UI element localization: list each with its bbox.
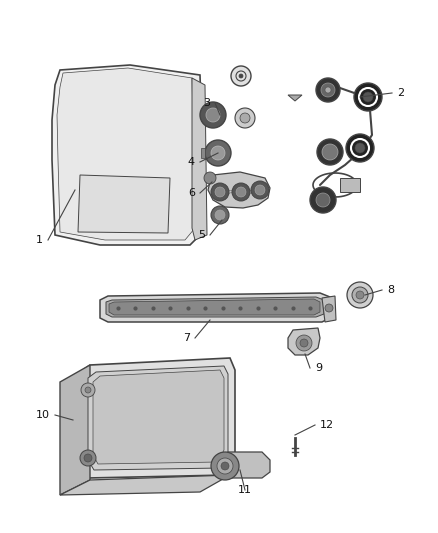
Circle shape [211, 146, 225, 160]
Circle shape [80, 450, 96, 466]
Polygon shape [93, 370, 224, 464]
Circle shape [325, 304, 333, 312]
Text: 7: 7 [183, 333, 190, 343]
Polygon shape [340, 178, 360, 192]
Circle shape [296, 335, 312, 351]
Polygon shape [192, 78, 207, 240]
Circle shape [206, 108, 220, 122]
Circle shape [232, 183, 250, 201]
Text: 3: 3 [203, 98, 210, 108]
Circle shape [81, 383, 95, 397]
Polygon shape [52, 65, 205, 245]
Circle shape [211, 452, 239, 480]
Text: 12: 12 [320, 420, 334, 430]
Circle shape [231, 66, 251, 86]
Circle shape [255, 185, 265, 195]
Circle shape [251, 181, 269, 199]
Circle shape [352, 287, 368, 303]
Polygon shape [288, 95, 302, 101]
Polygon shape [208, 172, 270, 208]
Polygon shape [106, 297, 324, 317]
Circle shape [221, 462, 229, 470]
Circle shape [300, 339, 308, 347]
Text: 8: 8 [387, 285, 394, 295]
Polygon shape [80, 358, 235, 478]
Circle shape [85, 387, 91, 393]
Circle shape [211, 183, 229, 201]
Circle shape [363, 92, 373, 102]
Circle shape [217, 458, 233, 474]
Polygon shape [88, 366, 228, 470]
Circle shape [322, 144, 338, 160]
Circle shape [204, 172, 216, 184]
Polygon shape [78, 175, 170, 233]
Text: 1: 1 [36, 235, 43, 245]
Polygon shape [60, 365, 90, 495]
Polygon shape [57, 68, 195, 240]
Circle shape [200, 102, 226, 128]
Circle shape [211, 206, 229, 224]
Circle shape [316, 193, 330, 207]
Text: 5: 5 [198, 230, 205, 240]
Polygon shape [201, 148, 205, 158]
Circle shape [317, 139, 343, 165]
Circle shape [316, 78, 340, 102]
Circle shape [325, 87, 331, 93]
Polygon shape [220, 452, 270, 478]
Circle shape [346, 134, 374, 162]
Circle shape [310, 187, 336, 213]
Circle shape [347, 282, 373, 308]
Text: 2: 2 [397, 88, 404, 98]
Circle shape [239, 74, 243, 78]
Circle shape [354, 83, 382, 111]
Polygon shape [288, 328, 320, 355]
Text: 10: 10 [36, 410, 50, 420]
Circle shape [321, 83, 335, 97]
Text: 9: 9 [315, 363, 322, 373]
Circle shape [356, 291, 364, 299]
Circle shape [205, 140, 231, 166]
Text: 6: 6 [188, 188, 195, 198]
Circle shape [355, 143, 365, 153]
Polygon shape [322, 296, 336, 322]
Text: 4: 4 [188, 157, 195, 167]
Polygon shape [109, 299, 320, 315]
Polygon shape [60, 475, 230, 495]
Polygon shape [100, 293, 330, 322]
Circle shape [240, 113, 250, 123]
Circle shape [236, 187, 246, 197]
Circle shape [235, 108, 255, 128]
Circle shape [215, 210, 225, 220]
Text: 11: 11 [238, 485, 252, 495]
Circle shape [84, 454, 92, 462]
Circle shape [215, 187, 225, 197]
